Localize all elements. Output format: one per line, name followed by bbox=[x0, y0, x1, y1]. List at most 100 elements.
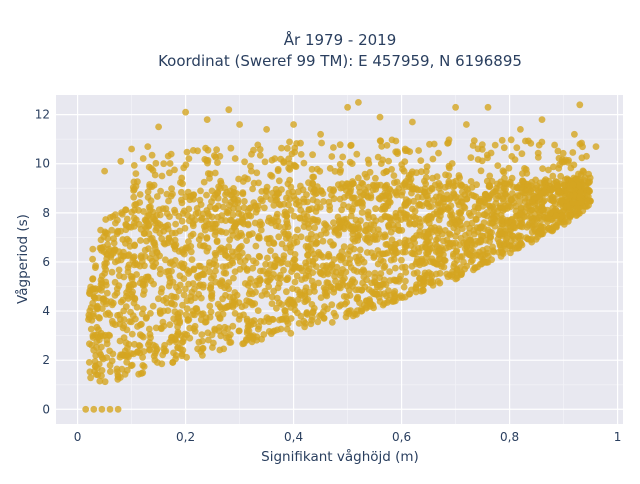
data-point bbox=[559, 149, 567, 157]
data-point bbox=[340, 225, 348, 233]
data-point bbox=[330, 144, 337, 151]
data-point bbox=[525, 137, 532, 145]
data-point bbox=[512, 202, 520, 210]
data-point bbox=[177, 179, 184, 186]
data-point bbox=[264, 278, 272, 286]
data-point bbox=[214, 159, 221, 167]
data-point bbox=[316, 167, 324, 175]
data-point bbox=[311, 288, 318, 295]
data-point bbox=[424, 231, 432, 238]
data-point bbox=[506, 181, 514, 188]
data-point bbox=[283, 194, 290, 202]
data-point bbox=[227, 331, 234, 338]
data-point bbox=[345, 286, 353, 294]
data-point bbox=[158, 285, 166, 293]
data-point bbox=[180, 291, 188, 299]
data-point bbox=[477, 167, 485, 175]
data-point bbox=[402, 147, 409, 155]
data-point bbox=[182, 285, 189, 293]
data-point bbox=[179, 346, 187, 354]
x-tick-label: 0,8 bbox=[500, 430, 519, 444]
data-point bbox=[203, 247, 211, 255]
data-point bbox=[211, 231, 219, 239]
data-point bbox=[329, 242, 337, 249]
data-point bbox=[536, 179, 544, 187]
data-point bbox=[256, 275, 263, 282]
data-point bbox=[541, 188, 548, 196]
data-point bbox=[422, 167, 430, 175]
data-point bbox=[263, 188, 270, 195]
data-point bbox=[377, 270, 385, 277]
y-tick-label: 8 bbox=[42, 206, 50, 220]
data-point bbox=[425, 269, 433, 276]
data-point bbox=[252, 288, 259, 296]
data-point bbox=[452, 232, 459, 240]
data-point bbox=[283, 288, 290, 296]
data-point bbox=[195, 262, 203, 270]
data-point bbox=[278, 144, 285, 152]
data-point bbox=[213, 146, 221, 154]
data-point bbox=[235, 327, 243, 335]
data-point bbox=[545, 166, 552, 174]
data-point bbox=[268, 172, 276, 180]
data-point bbox=[159, 351, 167, 359]
data-point bbox=[378, 143, 386, 150]
data-point bbox=[392, 213, 399, 220]
data-point bbox=[185, 280, 192, 288]
data-point bbox=[311, 186, 318, 193]
data-point bbox=[91, 363, 99, 370]
data-point bbox=[308, 165, 316, 173]
data-point bbox=[187, 248, 195, 256]
data-point bbox=[353, 150, 361, 158]
data-point bbox=[461, 204, 469, 212]
data-point bbox=[435, 180, 443, 187]
data-point bbox=[274, 274, 281, 282]
data-point bbox=[273, 304, 280, 312]
data-point bbox=[585, 170, 592, 178]
data-point bbox=[444, 139, 451, 147]
data-point bbox=[200, 281, 207, 289]
data-point bbox=[427, 224, 435, 232]
data-point bbox=[394, 148, 401, 156]
data-point bbox=[507, 136, 515, 144]
data-point bbox=[324, 305, 331, 313]
data-point bbox=[518, 211, 526, 219]
data-point bbox=[98, 245, 106, 252]
x-axis-title: Signifikant våghöjd (m) bbox=[261, 448, 419, 465]
data-point bbox=[293, 140, 300, 147]
data-point bbox=[144, 188, 152, 196]
data-point bbox=[123, 235, 131, 243]
data-point bbox=[236, 121, 244, 128]
data-point bbox=[133, 261, 141, 268]
data-point bbox=[412, 288, 420, 296]
data-point bbox=[201, 318, 209, 326]
data-point bbox=[332, 268, 340, 276]
data-point bbox=[117, 351, 125, 359]
data-point bbox=[493, 213, 501, 220]
data-point bbox=[513, 144, 521, 152]
data-point bbox=[549, 172, 557, 180]
data-point bbox=[445, 204, 452, 212]
data-point bbox=[276, 316, 283, 324]
data-point bbox=[252, 281, 259, 289]
data-point bbox=[395, 226, 403, 234]
data-point bbox=[313, 263, 320, 270]
data-point bbox=[304, 235, 312, 243]
data-point bbox=[248, 300, 256, 307]
data-point bbox=[290, 212, 298, 220]
data-point bbox=[280, 266, 287, 274]
data-point bbox=[254, 307, 262, 314]
data-point bbox=[372, 205, 379, 213]
data-point bbox=[232, 219, 240, 227]
data-point bbox=[470, 137, 478, 145]
data-point bbox=[574, 205, 582, 212]
data-point bbox=[330, 288, 338, 296]
data-point bbox=[117, 298, 125, 306]
data-point bbox=[98, 272, 106, 280]
data-point bbox=[167, 238, 175, 245]
data-point bbox=[320, 284, 328, 292]
data-point bbox=[123, 352, 131, 360]
data-point bbox=[293, 272, 301, 280]
data-point bbox=[535, 141, 543, 149]
data-point bbox=[231, 310, 239, 317]
